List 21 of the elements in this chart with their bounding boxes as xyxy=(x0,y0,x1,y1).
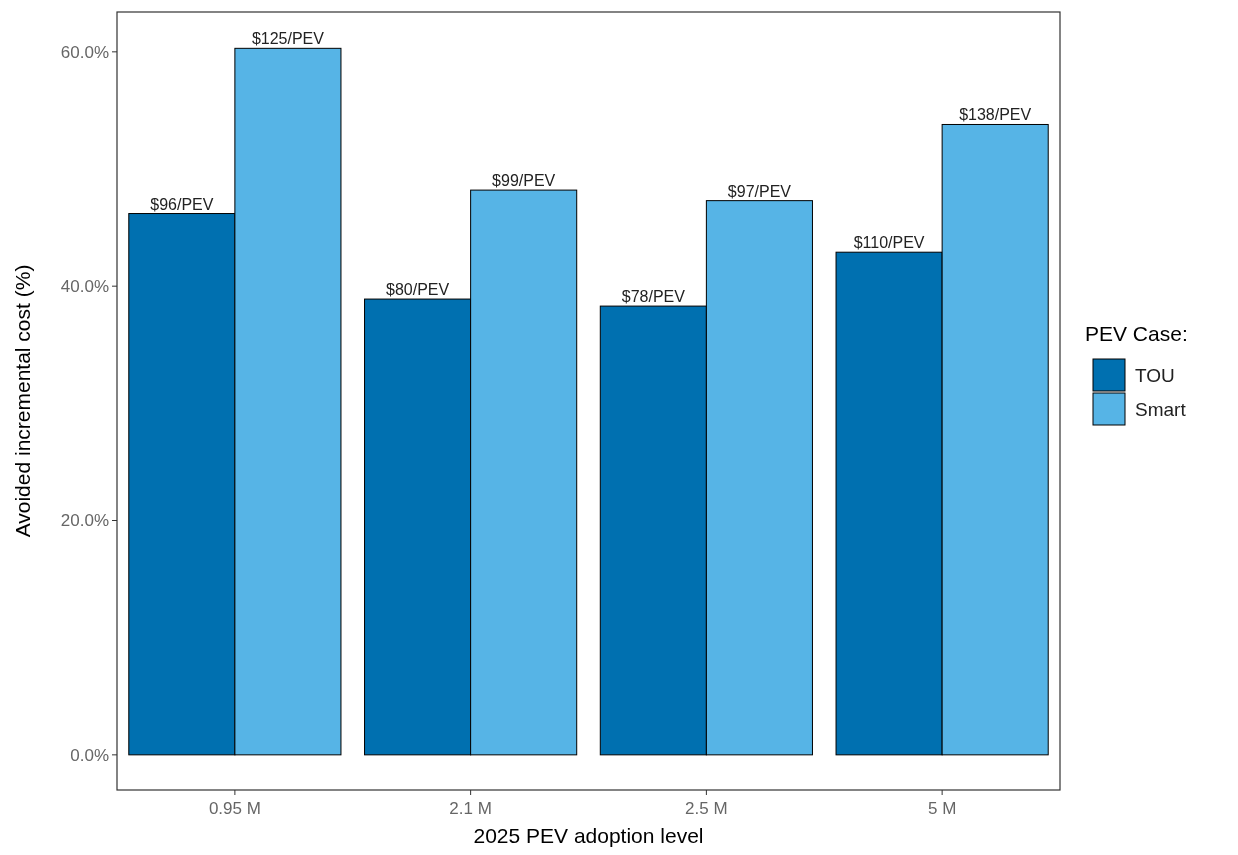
y-tick-label: 0.0% xyxy=(70,745,109,765)
y-axis-title: Avoided incremental cost (%) xyxy=(11,264,34,538)
annotation: $80/PEV xyxy=(386,281,450,299)
annotation: $125/PEV xyxy=(251,30,325,48)
annotation: $138/PEV xyxy=(959,106,1032,124)
legend-label: Smart xyxy=(1135,398,1187,420)
x-tick-label: 5 M xyxy=(927,799,957,818)
x-tick-label: 2.1 M xyxy=(449,799,492,818)
annotation: $97/PEV xyxy=(727,182,792,200)
legend-title: PEV Case: xyxy=(1085,322,1188,345)
x-axis-title: 2025 PEV adoption level xyxy=(473,824,704,847)
x-tick-label: 0.95 M xyxy=(208,799,261,818)
annotation: $99/PEV xyxy=(492,172,556,190)
legend-label: TOU xyxy=(1135,364,1175,386)
annotation: $78/PEV xyxy=(621,288,686,306)
y-tick-label: 60.0% xyxy=(60,42,109,62)
annotation: $110/PEV xyxy=(853,234,925,252)
annotation: $96/PEV xyxy=(150,195,214,213)
y-tick-label: 40.0% xyxy=(60,277,109,297)
y-tick-label: 20.0% xyxy=(60,511,109,531)
x-tick-label: 2.5 M xyxy=(685,799,728,818)
